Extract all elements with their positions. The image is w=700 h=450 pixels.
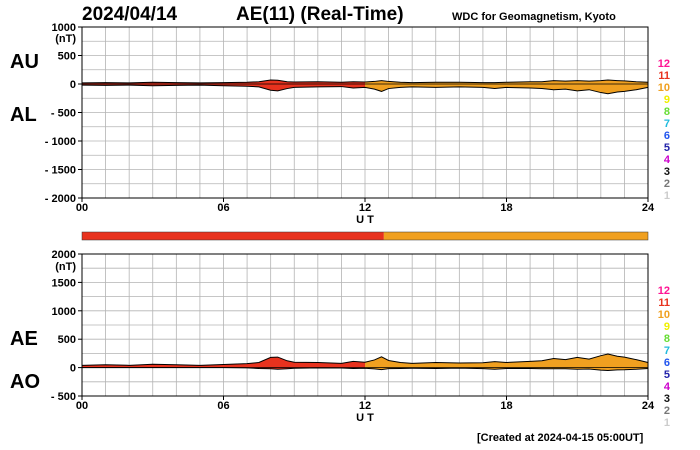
y-tick-label: 2000 — [52, 249, 76, 261]
hour-legend-6: 6 — [664, 357, 670, 369]
x-tick-label: 18 — [500, 202, 512, 214]
series-label-au: AU — [10, 51, 39, 73]
series-label-ae: AE — [10, 328, 38, 350]
x-tick-label: 06 — [217, 400, 229, 412]
x-tick-label: 24 — [642, 202, 655, 214]
hour-legend-2: 2 — [664, 405, 670, 417]
station-strip-left — [82, 232, 384, 240]
y-tick-label: 0 — [70, 363, 76, 375]
series-label-al: AL — [10, 104, 37, 126]
created-timestamp: [Created at 2024-04-15 05:00UT] — [477, 432, 644, 444]
x-tick-label: 06 — [217, 202, 229, 214]
panel-au-al — [78, 26, 649, 202]
station-strip-frame — [81, 231, 649, 241]
station-strip-right — [383, 232, 648, 240]
hour-legend-3: 3 — [664, 166, 670, 178]
x-tick-label: 24 — [642, 400, 655, 412]
x-axis-label: U T — [356, 412, 374, 424]
x-tick-label: 00 — [76, 202, 88, 214]
y-tick-label: 1500 — [52, 277, 76, 289]
date-title: 2024/04/14 — [82, 4, 178, 25]
x-tick-label: 18 — [500, 400, 512, 412]
index-title: AE(11) (Real-Time) — [236, 4, 404, 25]
y-tick-label: - 1500 — [45, 165, 76, 177]
x-tick-label: 12 — [359, 400, 371, 412]
y-tick-label: 500 — [58, 334, 76, 346]
y-tick-label: - 500 — [51, 391, 76, 403]
x-axis-label: U T — [356, 214, 374, 226]
hour-legend-3: 3 — [664, 393, 670, 405]
series-label-ao: AO — [10, 371, 40, 393]
y-tick-label: - 1000 — [45, 136, 76, 148]
hour-legend-9: 9 — [664, 321, 670, 333]
y-tick-label: - 2000 — [45, 193, 76, 205]
hour-legend-11: 11 — [658, 297, 670, 309]
y-tick-label: 0 — [70, 79, 76, 91]
hour-legend-5: 5 — [664, 369, 670, 381]
hour-legend-11: 11 — [658, 70, 670, 82]
hour-legend-7: 7 — [664, 345, 670, 357]
hour-legend-8: 8 — [664, 333, 670, 345]
hour-legend-5: 5 — [664, 142, 670, 154]
hour-legend-9: 9 — [664, 94, 670, 106]
y-tick-label: 500 — [58, 51, 76, 63]
hour-legend-7: 7 — [664, 118, 670, 130]
hour-legend-12: 12 — [658, 58, 670, 70]
x-tick-label: 12 — [359, 202, 371, 214]
series-line-au — [81, 79, 649, 84]
hour-legend-1: 1 — [664, 190, 670, 202]
hour-fill-segment — [600, 80, 625, 94]
series-line-ae — [81, 353, 649, 366]
hour-legend-12: 12 — [658, 285, 670, 297]
series-line-al — [81, 84, 649, 95]
y-tick-label: 1000 — [52, 306, 76, 318]
panel-ae-ao — [78, 253, 649, 400]
y-tick-label: 1000 — [52, 22, 76, 34]
hour-legend-4: 4 — [664, 381, 671, 393]
hour-legend-10: 10 — [658, 82, 670, 94]
hour-fill-segment — [600, 353, 625, 371]
y-unit-label: (nT) — [55, 33, 76, 45]
y-unit-label: (nT) — [55, 261, 76, 273]
source-label: WDC for Geomagnetism, Kyoto — [452, 11, 616, 23]
hour-legend-2: 2 — [664, 178, 670, 190]
y-tick-label: - 500 — [51, 108, 76, 120]
hour-legend-8: 8 — [664, 106, 670, 118]
hour-legend-6: 6 — [664, 130, 670, 142]
hour-legend-1: 1 — [664, 417, 670, 429]
hour-legend-10: 10 — [658, 309, 670, 321]
hour-legend-4: 4 — [664, 154, 671, 166]
x-tick-label: 00 — [76, 400, 88, 412]
